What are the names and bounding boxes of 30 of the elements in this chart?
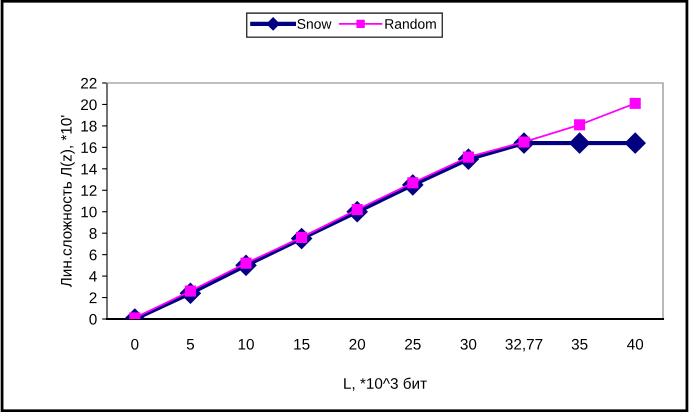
- y-tick-label: 14: [81, 164, 97, 174]
- y-axis-title: Лин.сложность Л(z), *10': [60, 116, 75, 288]
- x-tick-label: 5: [186, 339, 194, 350]
- y-tick-label: 16: [81, 142, 97, 154]
- point: [574, 119, 586, 130]
- x-tick-label: 32,77: [505, 338, 542, 352]
- x-axis-title: L, *10^3 бит: [344, 378, 427, 391]
- point: [630, 98, 641, 109]
- legend-label: Snow: [297, 19, 332, 29]
- y-tick-label: 10: [81, 206, 97, 218]
- x-tick-label: 25: [405, 338, 421, 350]
- y-tick-label: 22: [81, 78, 97, 89]
- x-tick-label: 15: [294, 339, 310, 350]
- y-tick-label: 6: [90, 250, 97, 260]
- y-tick-label: 20: [81, 99, 97, 110]
- y-tick-label: 18: [81, 120, 97, 132]
- legend-label: Random: [385, 18, 436, 29]
- y-tick-label: 2: [90, 292, 97, 304]
- x-tick-label: 30: [460, 338, 476, 350]
- y-tick-label: 12: [81, 185, 97, 196]
- x-tick-label: 20: [349, 338, 366, 350]
- point: [569, 132, 590, 154]
- x-tick-label: 10: [238, 338, 254, 350]
- x-tick-label: 40: [627, 338, 644, 350]
- x-tick-label: 0: [131, 338, 138, 350]
- y-tick-label: 8: [89, 228, 97, 239]
- y-tick-label: 4: [89, 271, 97, 282]
- x-tick-label: 35: [572, 338, 588, 350]
- point: [624, 132, 646, 154]
- y-tick-label: 0: [89, 314, 97, 325]
